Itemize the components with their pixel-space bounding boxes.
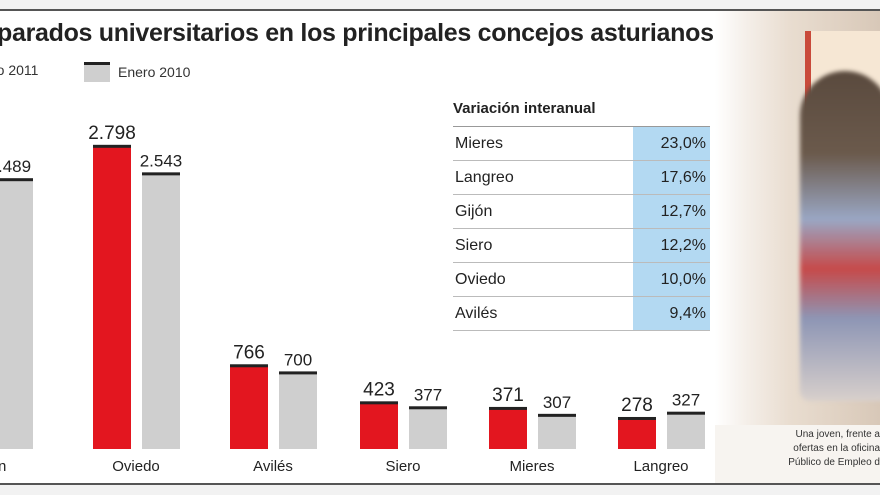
photo (715, 11, 880, 485)
table-row: Mieres 23,0% (453, 127, 710, 161)
legend-label: Enero 2010 (118, 64, 191, 80)
bar-2010 (0, 180, 33, 450)
legend-label: ro 2011 (0, 62, 39, 78)
row-value: 12,7% (633, 195, 710, 228)
bar-2010 (409, 408, 447, 449)
variation-table: Variación interanual Mieres 23,0% Langreo 1… (453, 100, 710, 331)
bar-2010 (538, 415, 576, 449)
data-label: 423 (363, 379, 395, 400)
bar-cap (93, 144, 131, 148)
row-value: 12,2% (633, 229, 710, 262)
bar-cap (618, 416, 656, 420)
category-label: Avilés (253, 458, 293, 475)
data-label: 371 (492, 385, 524, 406)
caption-line: Una joven, frente a (795, 429, 880, 440)
row-value: 9,4% (633, 297, 710, 330)
bar-cap (667, 411, 705, 415)
row-value: 17,6% (633, 161, 710, 194)
data-label: 766 (233, 342, 265, 363)
data-label: 2.543 (140, 151, 183, 170)
table-row: Siero 12,2% (453, 229, 710, 263)
legend-2011: ro 2011 (0, 62, 38, 78)
row-city: Avilés (455, 304, 498, 322)
top-border (0, 0, 880, 11)
table-row: Langreo 17,6% (453, 161, 710, 195)
row-city: Oviedo (455, 270, 506, 288)
bar-2010 (279, 373, 317, 449)
bottom-border (0, 483, 880, 495)
data-label: 700 (284, 350, 312, 369)
caption-line: Público de Empleo d (788, 457, 880, 468)
bar-cap (409, 406, 447, 410)
row-value: 10,0% (633, 263, 710, 296)
row-city: Mieres (455, 134, 504, 152)
bar-2011 (618, 418, 656, 449)
caption-line: ofertas en la oficina (793, 443, 880, 454)
row-city: Gijón (455, 202, 493, 220)
photo-person (800, 71, 880, 401)
legend-swatch (84, 62, 110, 82)
category-label: Mieres (509, 458, 554, 475)
bar-cap (230, 364, 268, 368)
row-city: Langreo (455, 168, 514, 186)
bar-2011 (230, 366, 268, 449)
chart-title: parados universitarios en los principale… (0, 19, 714, 47)
bar-cap (142, 172, 180, 176)
bar-2011 (360, 403, 398, 449)
data-label: 307 (543, 393, 571, 412)
bar-2010 (142, 174, 180, 449)
data-label: 2.798 (88, 123, 136, 144)
bar-cap (279, 371, 317, 375)
category-label: n (0, 458, 6, 475)
photo-caption: Una joven, frente a ofertas en la oficin… (765, 428, 880, 470)
bar-2011 (489, 408, 527, 449)
table-row: Oviedo 10,0% (453, 263, 710, 297)
caption-bg (715, 425, 880, 485)
data-label: 377 (414, 385, 442, 404)
bar-cap (489, 406, 527, 410)
category-label: Siero (385, 458, 420, 475)
row-city: Siero (455, 236, 493, 254)
table-row: Avilés 9,4% (453, 297, 710, 331)
data-label: 278 (621, 395, 653, 416)
bar-2011 (93, 146, 131, 450)
bar-cap (0, 178, 33, 182)
bar-cap (360, 401, 398, 405)
table-row: Gijón 12,7% (453, 195, 710, 229)
row-value: 23,0% (633, 127, 710, 160)
data-label: .489 (0, 157, 31, 176)
table-title: Variación interanual (453, 100, 710, 127)
data-label: 327 (672, 391, 700, 410)
category-label: Langreo (633, 458, 688, 475)
bar-2010 (667, 413, 705, 449)
bar-cap (538, 413, 576, 417)
category-label: Oviedo (112, 458, 160, 475)
legend-2010: Enero 2010 (84, 62, 190, 82)
